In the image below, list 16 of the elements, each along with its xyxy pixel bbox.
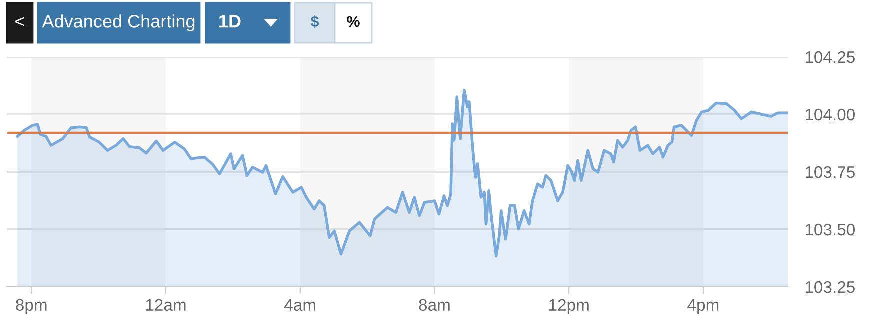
x-tick-label: 12am: [146, 299, 186, 312]
x-tick-label: 4am: [284, 299, 316, 312]
text: $: [310, 16, 320, 28]
y-tick-label: 103.50: [806, 224, 855, 236]
y-tick-label: 103.25: [806, 281, 855, 294]
x-tick-label: 8pm: [16, 299, 47, 314]
text: 1D: [220, 15, 241, 28]
text: <: [16, 17, 24, 26]
x-tick-label: 4pm: [688, 299, 719, 314]
text: %: [347, 16, 360, 28]
x-tick-label: 12pm: [550, 299, 589, 314]
x-tick-label: 8am: [419, 299, 450, 312]
y-tick-label: 104.25: [806, 51, 855, 64]
y-tick-label: 103.75: [806, 166, 855, 178]
text: Advanced Charting: [42, 14, 195, 32]
y-tick-label: 104.00: [806, 108, 855, 121]
